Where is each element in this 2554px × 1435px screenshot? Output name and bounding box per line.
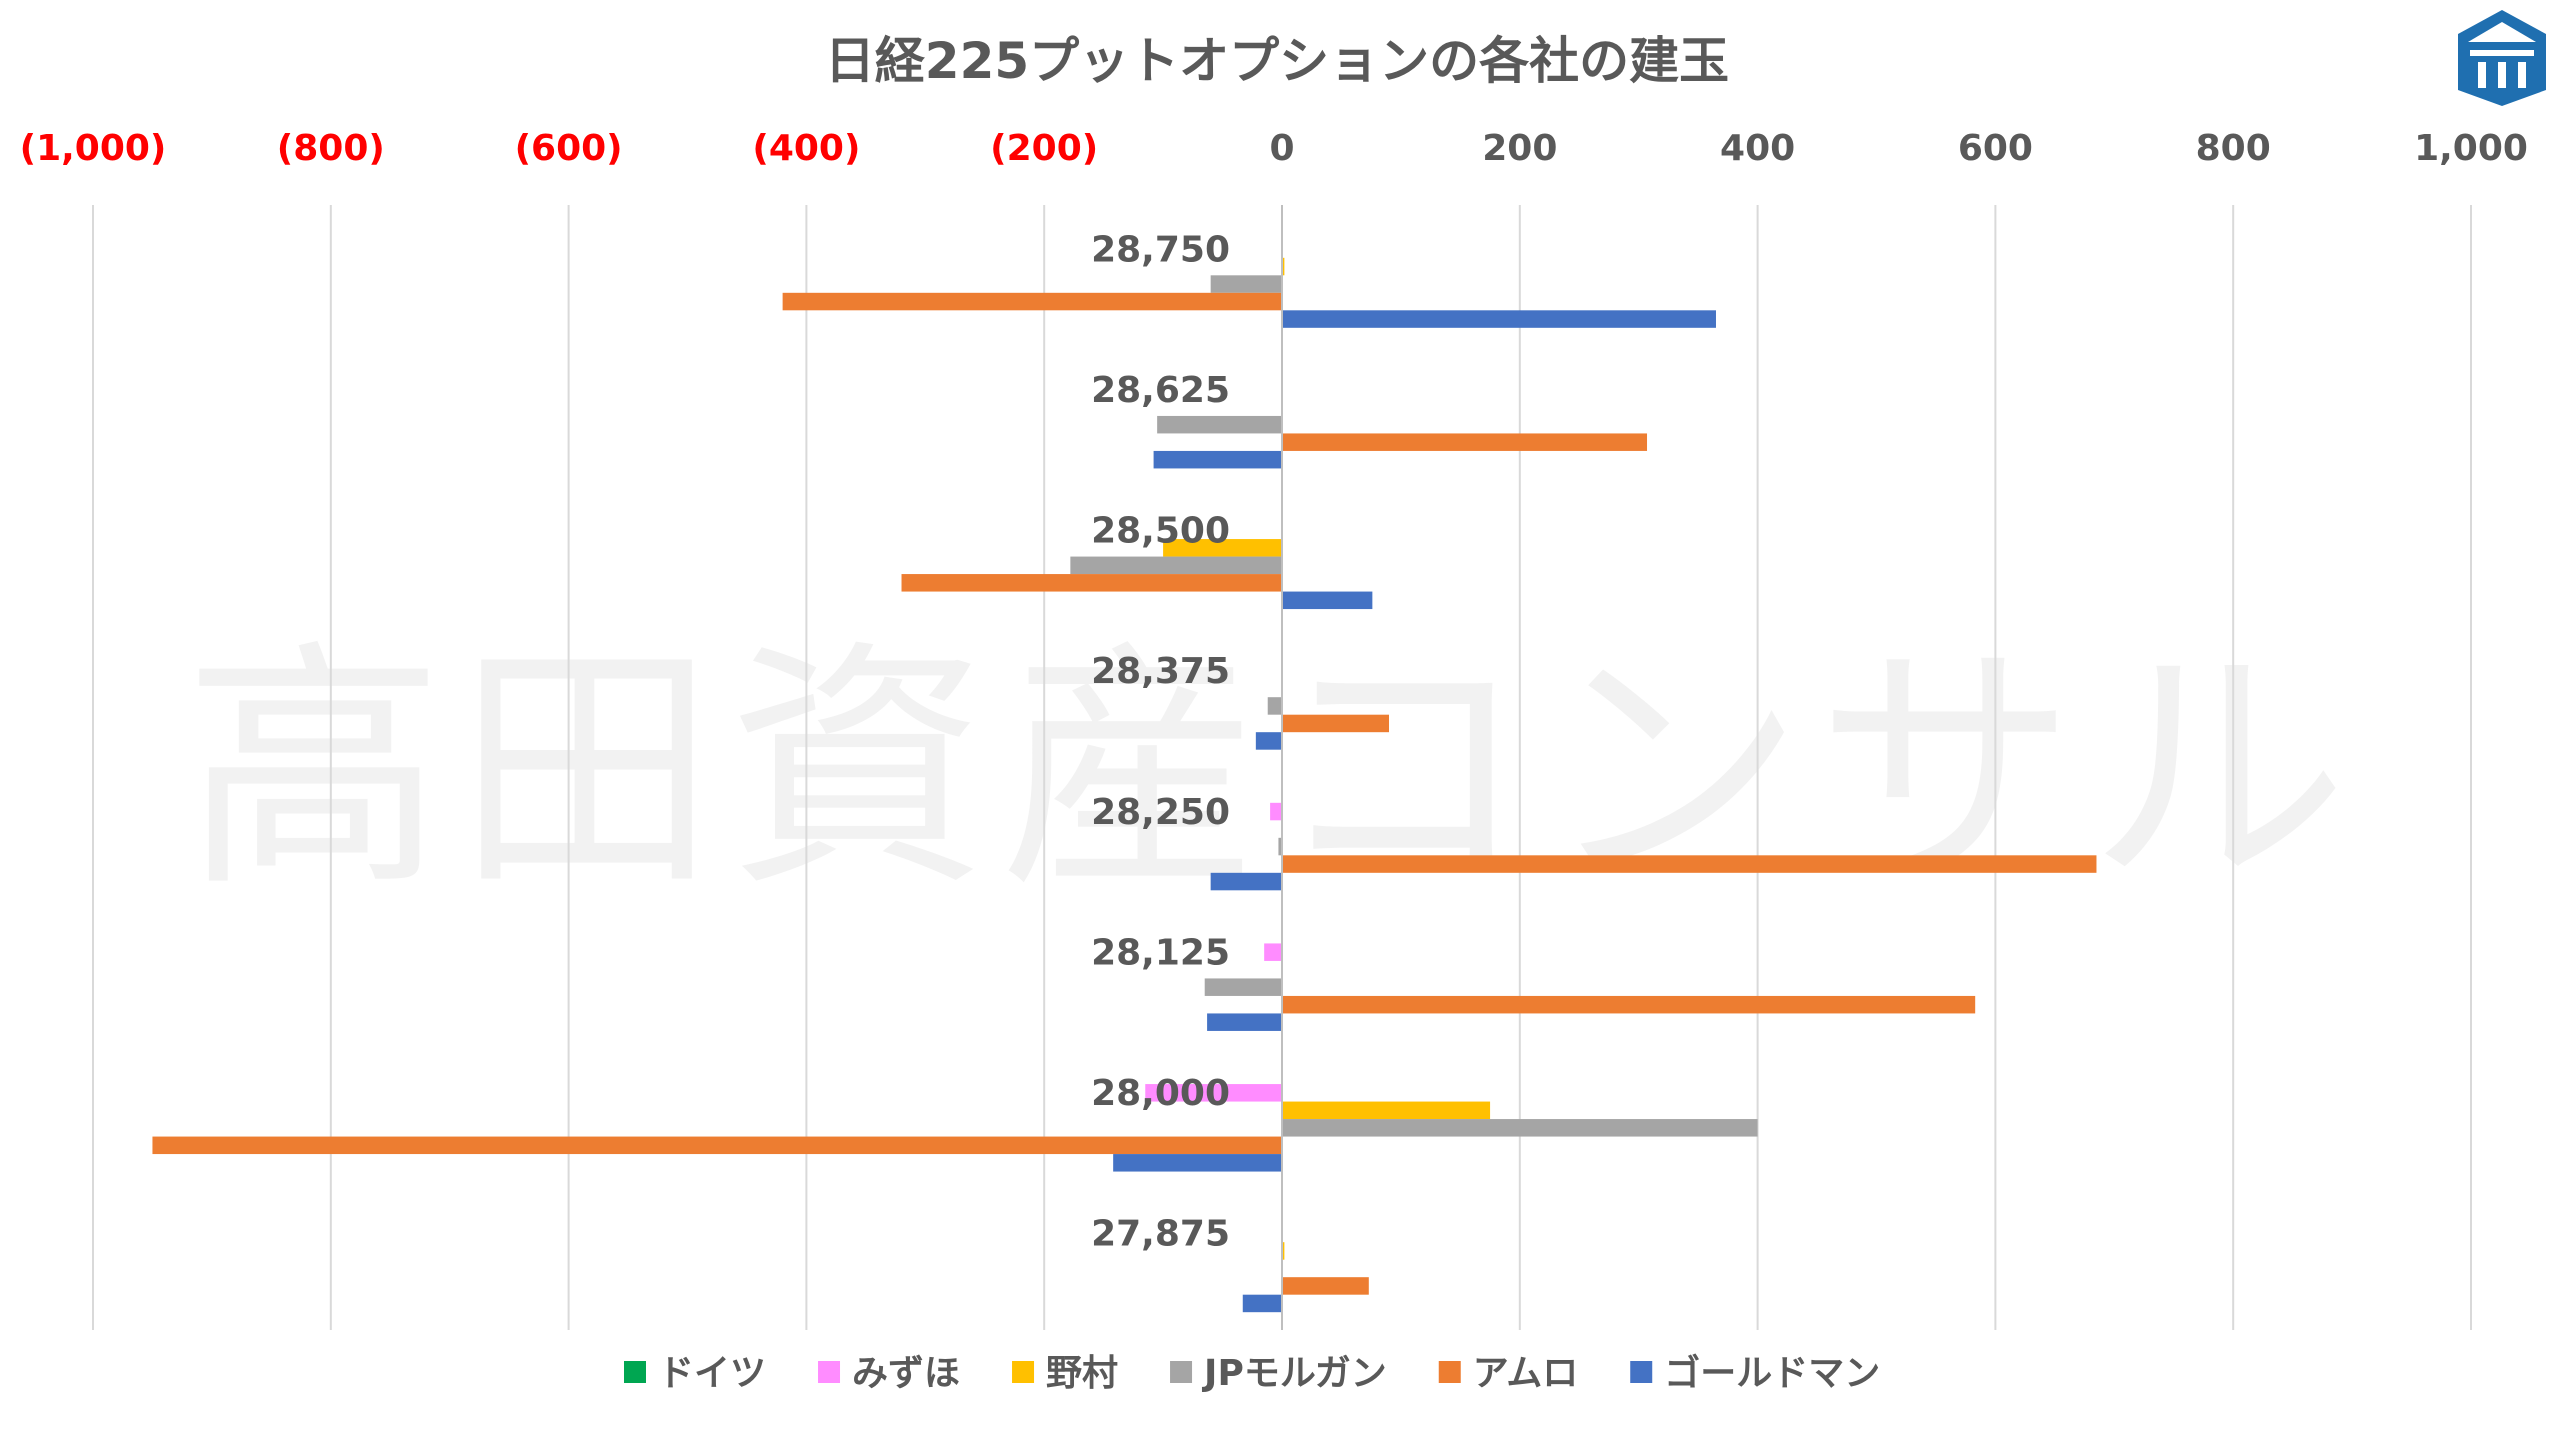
category-label: 28,000 — [1091, 1073, 1230, 1114]
bar — [1282, 1242, 1285, 1260]
x-tick-label: 0 — [1269, 128, 1294, 169]
takata-logo-icon — [2458, 10, 2546, 106]
category-label: 28,250 — [1091, 792, 1230, 833]
bar — [1282, 433, 1648, 451]
bar — [1207, 1013, 1282, 1031]
bar — [152, 1136, 1283, 1155]
legend-swatch — [1438, 1361, 1461, 1383]
bar — [782, 292, 1282, 311]
bar — [1210, 275, 1282, 293]
category-label: 28,625 — [1091, 370, 1230, 411]
x-tick-label: 800 — [2196, 128, 2271, 169]
bar — [1204, 978, 1282, 996]
bar — [1153, 450, 1282, 469]
legend-swatch — [1012, 1361, 1035, 1383]
category-label: 28,500 — [1091, 511, 1230, 552]
x-tick-label: 400 — [1720, 128, 1795, 169]
bar — [1255, 732, 1282, 750]
legend-swatch — [1170, 1361, 1193, 1383]
chart-title: 日経225プットオプションの各社の建玉 — [825, 32, 1729, 90]
legend-label: 野村 — [1046, 1353, 1118, 1394]
category-label: 27,875 — [1091, 1214, 1230, 1255]
legend-swatch — [1630, 1361, 1653, 1383]
bars — [152, 257, 2097, 1313]
x-tick-label: (200) — [990, 128, 1098, 169]
legend-swatch — [624, 1361, 646, 1383]
bar — [1163, 539, 1282, 557]
bar — [1282, 855, 2097, 873]
bar — [1282, 310, 1716, 328]
x-tick-label: (400) — [752, 128, 860, 169]
bar — [1145, 1084, 1282, 1102]
x-tick-label: (600) — [515, 128, 623, 169]
bar — [1113, 1154, 1282, 1172]
bar — [1278, 837, 1282, 856]
legend-label: みずほ — [852, 1353, 960, 1394]
bar — [1242, 1294, 1282, 1313]
bar — [901, 574, 1282, 592]
category-labels: 28,750 28,625 28,500 28,375 28,250 28,125 28,0… — [1091, 229, 1230, 1254]
bar — [1267, 697, 1282, 715]
x-tick-label: (1,000) — [20, 128, 167, 169]
category-label: 28,125 — [1091, 932, 1230, 973]
x-tick-label: (800) — [277, 128, 385, 169]
bar — [1282, 1119, 1758, 1137]
bar — [1282, 1101, 1491, 1120]
x-axis-ticks: (1,000) (800) (600) (400) (200) 0 200 400 600 800… — [20, 128, 2528, 169]
bar — [1282, 1277, 1369, 1295]
category-label: 28,750 — [1091, 229, 1230, 270]
x-tick-label: 600 — [1958, 128, 2033, 169]
bar — [1282, 591, 1373, 610]
bar — [1270, 802, 1282, 821]
legend-label: ドイツ — [658, 1353, 766, 1394]
bar — [1282, 714, 1390, 733]
legend-label: ゴールドマン — [1664, 1352, 1880, 1394]
x-tick-label: 1,000 — [2414, 128, 2528, 169]
bar — [1264, 943, 1282, 961]
category-label: 28,375 — [1091, 651, 1230, 692]
bar — [1157, 415, 1282, 434]
bar — [1282, 995, 1976, 1014]
legend-label: アムロ — [1473, 1353, 1578, 1394]
bar — [1210, 872, 1282, 891]
legend: ドイツ みずほ 野村 JPモルガン アムロ ゴールドマン — [624, 1352, 1880, 1394]
bar — [1070, 556, 1282, 575]
legend-swatch — [818, 1361, 841, 1383]
bar — [1282, 257, 1285, 276]
x-tick-label: 200 — [1482, 128, 1557, 169]
legend-label: JPモルガン — [1201, 1353, 1387, 1394]
